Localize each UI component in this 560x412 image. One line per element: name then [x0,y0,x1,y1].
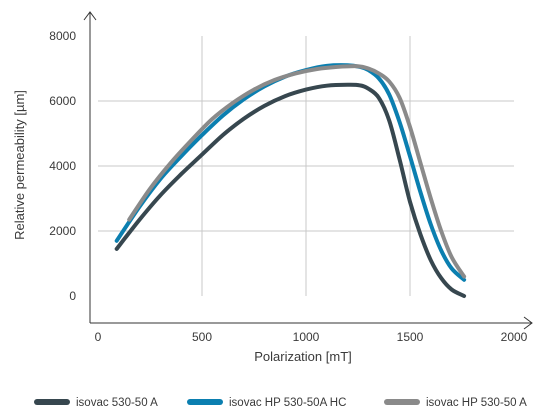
y-tick-label: 2000 [49,224,76,238]
y-tick-labels: 0 2000 4000 6000 8000 [49,29,76,303]
x-tick-label: 1000 [293,330,320,344]
x-tick-labels: 0 500 1000 1500 2000 [95,330,528,344]
x-tick-label: 500 [192,330,212,344]
y-axis-title: Relative permeability [µm] [12,90,27,240]
series-line-3 [127,64,467,279]
series-line-2 [114,63,467,282]
x-axis-title: Polarization [mT] [254,349,352,364]
axes [83,11,533,330]
y-tick-label: 0 [69,289,76,303]
x-axis-arrow [523,316,533,330]
y-tick-label: 8000 [49,29,76,43]
y-tick-label: 4000 [49,159,76,173]
legend-label: isovac 530-50 A [76,397,158,409]
x-tick-label: 2000 [501,330,528,344]
series-line-1 [114,82,467,298]
y-tick-label: 6000 [49,94,76,108]
y-axis-arrow [83,11,97,21]
legend: isovac 530-50 A isovac HP 530-50A HC isova… [34,397,527,409]
series-lines [114,63,467,298]
legend-label: isovac HP 530-50A HC [229,397,346,409]
legend-label: isovac HP 530-50 A [426,397,527,409]
x-tick-label: 1500 [397,330,424,344]
x-tick-label: 0 [95,330,102,344]
